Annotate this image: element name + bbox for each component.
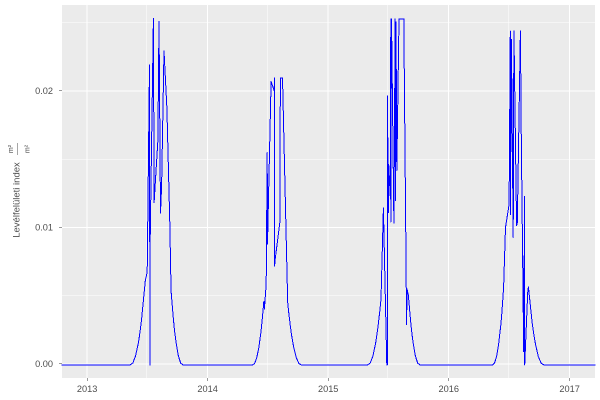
svg-text:2017: 2017 <box>559 384 579 394</box>
svg-text:m²: m² <box>8 144 15 153</box>
svg-text:0.00: 0.00 <box>35 359 53 369</box>
svg-text:2014: 2014 <box>197 384 217 394</box>
svg-text:2015: 2015 <box>318 384 338 394</box>
svg-text:m²: m² <box>25 144 32 153</box>
svg-text:Levélfelületi index: Levélfelületi index <box>12 162 23 238</box>
svg-text:2016: 2016 <box>439 384 459 394</box>
svg-text:2013: 2013 <box>77 384 97 394</box>
svg-text:0.02: 0.02 <box>35 86 53 96</box>
svg-text:0.01: 0.01 <box>35 223 53 233</box>
